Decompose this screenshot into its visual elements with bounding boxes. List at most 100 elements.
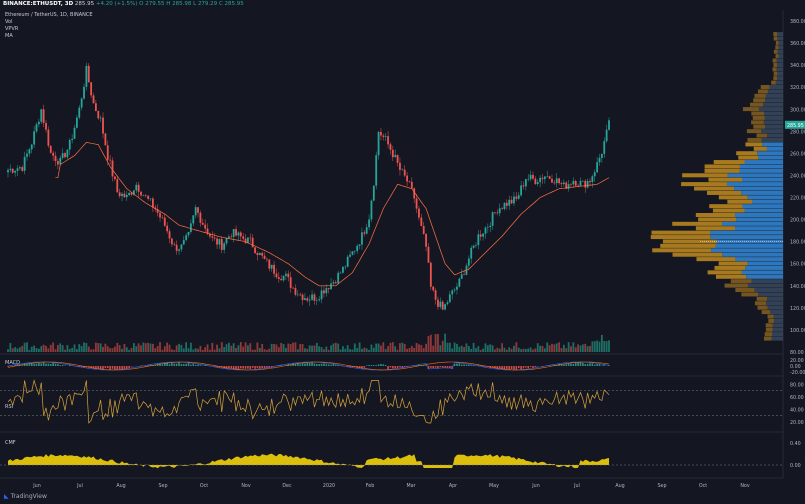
candle-body	[192, 215, 195, 224]
volume-bar	[418, 344, 420, 352]
macd-histogram-bar	[187, 362, 190, 366]
macd-histogram-bar	[185, 363, 187, 366]
time-axis-tick: Sep	[158, 483, 167, 489]
candle-body	[218, 239, 221, 245]
candle-body	[73, 127, 76, 139]
volume-bar	[555, 343, 558, 352]
price-axis-tick: 140.00	[790, 284, 805, 290]
macd-pane-label[interactable]: MACD	[5, 360, 20, 366]
candle-body	[258, 252, 261, 256]
volume-bar	[211, 342, 214, 352]
volume-bar	[68, 348, 71, 352]
macd-histogram-bar	[399, 366, 401, 368]
volume-bar	[113, 346, 116, 352]
vpvr-row-buy	[752, 199, 783, 204]
candle-body	[432, 286, 435, 291]
indicator-ma[interactable]: MA	[5, 33, 13, 39]
candle-body	[399, 162, 401, 170]
volume-bar	[256, 342, 259, 352]
volume-bar	[171, 349, 173, 352]
candle-body	[586, 181, 589, 188]
candle-body	[437, 299, 439, 307]
candle-body	[94, 103, 97, 111]
candle-body	[161, 217, 164, 219]
candle-body	[223, 243, 226, 250]
volume-bar	[534, 348, 537, 352]
volume-bar	[147, 342, 150, 352]
macd-histogram-bar	[80, 366, 83, 368]
volume-bar	[532, 349, 534, 352]
volume-bar	[42, 344, 45, 352]
macd-histogram-bar	[534, 366, 537, 367]
indicator-vol[interactable]: Vol	[5, 19, 13, 25]
rsi-axis-tick: 80.00	[790, 382, 804, 388]
vpvr-row-sell	[704, 168, 740, 173]
volume-bar	[380, 345, 382, 352]
indicator-vpvr[interactable]: VPVR	[5, 26, 19, 32]
candle-body	[486, 226, 489, 228]
vpvr-row-buy	[716, 239, 783, 244]
volume-bar	[106, 346, 109, 352]
vpvr-row-sell	[713, 160, 745, 165]
macd-histogram-bar	[90, 366, 92, 368]
volume-bar	[572, 342, 575, 352]
candle-body	[197, 207, 199, 213]
candle-body	[332, 282, 335, 284]
volume-bar	[16, 348, 19, 352]
volume-bar	[125, 347, 128, 352]
vpvr-row-buy	[747, 261, 783, 266]
macd-histogram-bar	[458, 363, 461, 366]
macd-histogram-bar	[582, 362, 584, 366]
volume-bar	[415, 342, 418, 352]
volume-bar	[23, 342, 26, 352]
volume-bar	[408, 348, 411, 352]
rsi-pane-label[interactable]: RSI	[5, 404, 14, 410]
macd-histogram-bar	[382, 364, 385, 366]
volume-bar	[175, 345, 178, 352]
vpvr-row-sell	[773, 76, 778, 81]
price-axis-tick: 160.00	[790, 262, 805, 268]
candle-body	[574, 180, 577, 186]
macd-histogram-bar	[92, 366, 95, 370]
vpvr-row-sell	[742, 107, 759, 112]
volume-bar	[225, 344, 228, 352]
volume-bar	[275, 344, 278, 352]
macd-histogram-bar	[52, 362, 54, 366]
volume-bar	[401, 342, 404, 352]
volume-bar	[353, 343, 356, 352]
series-title[interactable]: Ethereum / TetherUS, 1D, BINANCE	[5, 12, 93, 18]
macd-histogram-bar	[121, 366, 123, 370]
candle-body	[560, 183, 563, 185]
cmf-pane-label[interactable]: CMF	[5, 440, 16, 446]
candle-body	[249, 237, 252, 239]
candle-body	[342, 266, 344, 273]
candle-body	[261, 252, 264, 256]
volume-bar	[574, 347, 577, 352]
macd-axis-tick: 0.00	[790, 364, 801, 370]
candle-body	[384, 136, 387, 137]
time-axis-tick: Oct	[699, 483, 707, 489]
volume-bar	[213, 349, 216, 352]
candle-body	[80, 98, 83, 108]
volume-bar	[197, 348, 199, 352]
volume-bar	[111, 348, 114, 352]
candle-body	[456, 286, 458, 290]
volume-bar	[30, 346, 33, 352]
volume-bar	[406, 348, 408, 352]
symbol-label[interactable]: BINANCE:ETHUSDT, 3D	[3, 1, 74, 7]
candle-body	[420, 217, 423, 226]
candle-body	[539, 177, 542, 183]
vpvr-row-buy	[777, 32, 783, 37]
candle-body	[147, 195, 150, 199]
vpvr-row-sell	[761, 310, 771, 315]
vpvr-row-buy	[776, 58, 783, 63]
macd-histogram-bar	[465, 364, 468, 366]
volume-bar	[140, 345, 142, 352]
macd-histogram-bar	[463, 364, 465, 366]
candle-body	[213, 237, 216, 239]
candle-body	[570, 184, 572, 185]
candle-body	[406, 175, 408, 182]
candle-body	[391, 149, 394, 158]
macd-histogram-bar	[565, 364, 568, 366]
